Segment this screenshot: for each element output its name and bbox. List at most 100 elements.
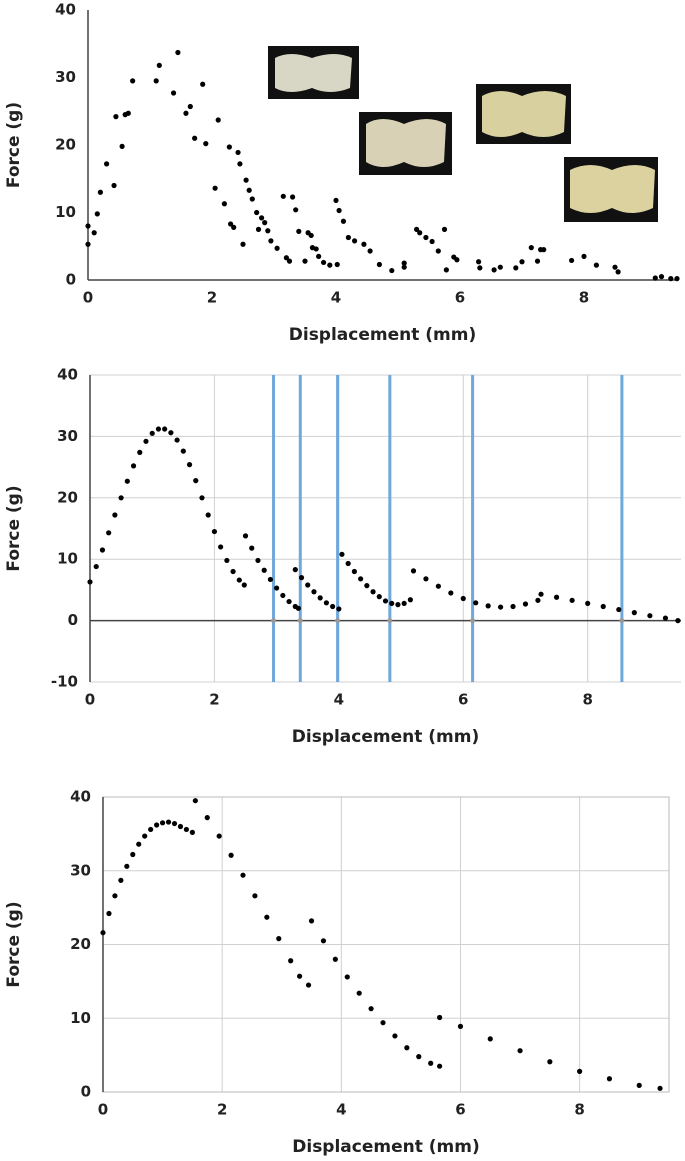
point <box>189 829 195 836</box>
point <box>118 495 124 501</box>
point <box>423 234 429 241</box>
point <box>330 603 336 610</box>
point <box>345 560 351 567</box>
point <box>249 196 255 202</box>
point <box>162 426 168 432</box>
point <box>297 973 303 979</box>
point <box>224 557 230 564</box>
point <box>448 590 454 596</box>
point <box>368 1006 374 1012</box>
point <box>497 604 504 610</box>
point <box>336 606 342 612</box>
point <box>404 1045 410 1051</box>
point <box>389 267 395 274</box>
point <box>125 110 131 116</box>
point <box>192 135 198 141</box>
point <box>211 528 218 535</box>
point <box>460 595 466 602</box>
photo-specimen <box>366 119 446 167</box>
point <box>148 826 154 833</box>
point <box>97 189 103 195</box>
point <box>351 568 357 575</box>
point <box>528 245 534 251</box>
point <box>193 478 199 484</box>
point <box>165 819 172 825</box>
photo-specimen <box>570 165 655 213</box>
point <box>106 530 112 536</box>
point <box>569 597 575 603</box>
point <box>130 851 136 858</box>
point <box>259 215 265 221</box>
point <box>647 613 653 619</box>
point <box>99 547 106 553</box>
point <box>317 595 323 601</box>
point <box>392 1033 398 1039</box>
marker-dot <box>335 618 341 624</box>
point <box>535 597 541 603</box>
y-tick-label: 20 <box>55 136 76 154</box>
point <box>435 248 441 254</box>
point <box>280 592 286 599</box>
point <box>154 822 160 828</box>
point <box>265 228 271 234</box>
point <box>401 260 407 266</box>
point <box>407 597 413 603</box>
point <box>657 1085 663 1091</box>
point <box>252 893 258 899</box>
point <box>395 602 401 608</box>
x-tick-label: 0 <box>98 1101 108 1119</box>
point <box>658 274 665 280</box>
y-tick-label: 30 <box>70 861 91 879</box>
point <box>313 246 319 252</box>
point <box>199 495 205 501</box>
point <box>241 582 247 588</box>
point <box>416 1054 422 1060</box>
point <box>262 220 268 226</box>
point <box>142 833 148 839</box>
point <box>288 958 294 964</box>
x-tick-label: 4 <box>336 1101 346 1119</box>
point <box>417 230 423 236</box>
point <box>382 598 389 604</box>
x-tick-label: 8 <box>579 289 589 307</box>
point <box>200 81 206 87</box>
point <box>668 276 674 282</box>
point <box>344 974 350 980</box>
point <box>221 201 227 207</box>
point <box>104 161 110 167</box>
point <box>321 259 327 266</box>
point <box>177 823 184 830</box>
point <box>497 264 503 270</box>
point <box>218 544 224 550</box>
point <box>156 62 162 68</box>
point <box>280 193 286 199</box>
point <box>437 1014 443 1021</box>
point <box>428 1060 434 1066</box>
point <box>295 605 302 611</box>
point <box>414 226 420 232</box>
point <box>323 600 329 606</box>
point <box>235 149 241 156</box>
point <box>187 103 193 110</box>
point <box>286 598 292 605</box>
y-axis-label: Force (g) <box>4 485 24 571</box>
point <box>316 253 322 259</box>
point <box>361 241 367 247</box>
point <box>276 936 282 942</box>
point <box>376 261 382 268</box>
x-tick-label: 0 <box>83 289 93 307</box>
point <box>180 448 186 454</box>
marker-dot <box>387 618 393 624</box>
point <box>547 1059 553 1065</box>
point <box>175 49 181 56</box>
x-tick-label: 8 <box>574 1101 584 1119</box>
point <box>249 545 255 551</box>
point <box>616 606 622 613</box>
point <box>143 438 149 444</box>
marker-dot <box>271 618 277 624</box>
point <box>274 245 280 251</box>
point <box>171 820 178 827</box>
point <box>517 1048 523 1054</box>
point <box>454 257 460 263</box>
